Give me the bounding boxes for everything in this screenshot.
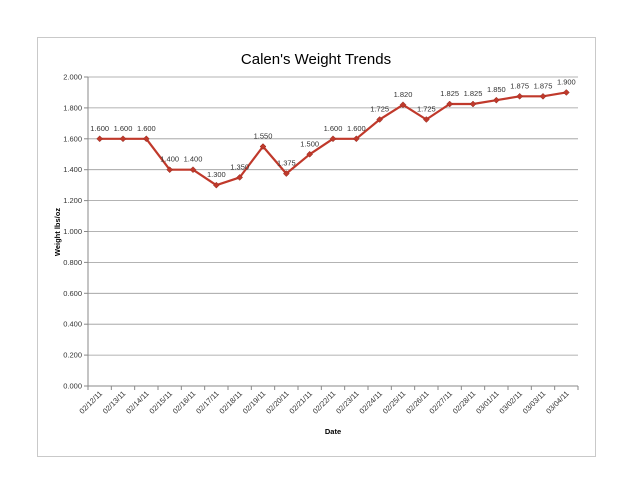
data-point: [236, 174, 244, 181]
y-tick-label: 0.200: [63, 351, 82, 360]
x-tick-label: 02/20/11: [264, 389, 291, 416]
x-tick-label: 02/23/11: [334, 389, 361, 416]
data-label: 1.600: [90, 124, 109, 133]
x-tick-label: 03/03/11: [521, 389, 548, 416]
data-point: [96, 135, 104, 143]
y-axis-title: Weight lbs/oz: [53, 208, 62, 256]
data-label: 1.600: [347, 124, 366, 133]
x-axis-title: Date: [325, 427, 341, 436]
data-point: [446, 100, 454, 108]
data-label: 1.550: [254, 132, 273, 141]
y-tick-label: 1.400: [63, 165, 82, 174]
y-tick-label: 2.000: [63, 73, 82, 82]
data-label: 1.825: [440, 89, 459, 98]
chart-title: Calen's Weight Trends: [241, 51, 391, 68]
y-tick-label: 1.600: [63, 134, 82, 143]
data-point: [376, 116, 384, 123]
data-point: [539, 92, 547, 100]
x-tick-label: 02/25/11: [381, 389, 408, 416]
data-label: 1.400: [160, 155, 179, 164]
data-point: [492, 96, 500, 104]
data-point: [329, 135, 337, 143]
data-label: 1.820: [394, 90, 413, 99]
chart-frame: [37, 37, 596, 457]
x-tick-label: 03/01/11: [474, 389, 501, 416]
y-tick-label: 0.600: [63, 289, 82, 298]
data-point: [189, 166, 197, 174]
x-tick-label: 02/26/11: [404, 389, 431, 416]
x-tick-label: 02/18/11: [217, 389, 244, 416]
x-tick-label: 02/13/11: [101, 389, 128, 416]
data-label: 1.500: [300, 139, 319, 148]
x-tick-label: 02/22/11: [311, 389, 338, 416]
x-tick-label: 02/24/11: [357, 389, 384, 416]
data-point: [282, 170, 290, 177]
data-point: [469, 100, 477, 108]
data-point: [119, 135, 127, 143]
data-labels: 1.600 1.600 1.600 1.400 1.400 1.300 1.350 1.550…: [90, 77, 575, 179]
x-tick-label: 02/12/11: [77, 389, 104, 416]
data-label: 1.875: [534, 81, 553, 90]
data-label: 1.850: [487, 85, 506, 94]
data-point: [259, 143, 267, 150]
data-label: 1.350: [230, 162, 249, 171]
data-point: [352, 135, 360, 143]
data-point: [212, 181, 220, 189]
data-point: [306, 150, 314, 158]
y-tick-label: 0.000: [63, 382, 82, 391]
x-tick-label: 02/27/11: [427, 389, 454, 416]
data-point: [166, 166, 174, 174]
data-point: [516, 92, 524, 100]
x-axis-ticks: 02/12/1102/13/1102/14/1102/15/1102/16/11…: [77, 386, 579, 416]
y-tick-label: 1.000: [63, 227, 82, 236]
data-label: 1.725: [417, 104, 436, 113]
data-label: 1.600: [114, 124, 133, 133]
series-weight: [96, 89, 570, 189]
x-tick-label: 02/19/11: [241, 389, 268, 416]
y-tick-label: 0.800: [63, 258, 82, 267]
data-label: 1.600: [324, 124, 343, 133]
x-tick-label: 02/15/11: [147, 389, 174, 416]
x-tick-label: 02/16/11: [171, 389, 198, 416]
data-label: 1.725: [370, 104, 389, 113]
data-label: 1.900: [557, 77, 576, 86]
data-label: 1.600: [137, 124, 156, 133]
x-tick-label: 02/21/11: [287, 389, 314, 416]
data-point: [562, 89, 570, 96]
x-tick-label: 02/28/11: [451, 389, 478, 416]
data-point: [399, 101, 407, 109]
y-tick-label: 1.800: [63, 103, 82, 112]
data-label: 1.400: [184, 155, 203, 164]
y-axis-ticks: 0.000 0.200 0.400 0.600 0.800 1.000 1.200 1.400…: [63, 73, 88, 391]
data-label: 1.825: [464, 89, 483, 98]
x-tick-label: 03/04/11: [544, 389, 571, 416]
data-point: [422, 116, 430, 123]
x-tick-label: 02/17/11: [194, 389, 221, 416]
data-point: [142, 135, 150, 143]
y-tick-label: 1.200: [63, 196, 82, 205]
data-label: 1.875: [510, 81, 529, 90]
x-tick-label: 02/14/11: [124, 389, 151, 416]
data-label: 1.300: [207, 170, 226, 179]
x-tick-label: 03/02/11: [497, 389, 524, 416]
data-label: 1.375: [277, 159, 296, 168]
y-tick-label: 0.400: [63, 320, 82, 329]
